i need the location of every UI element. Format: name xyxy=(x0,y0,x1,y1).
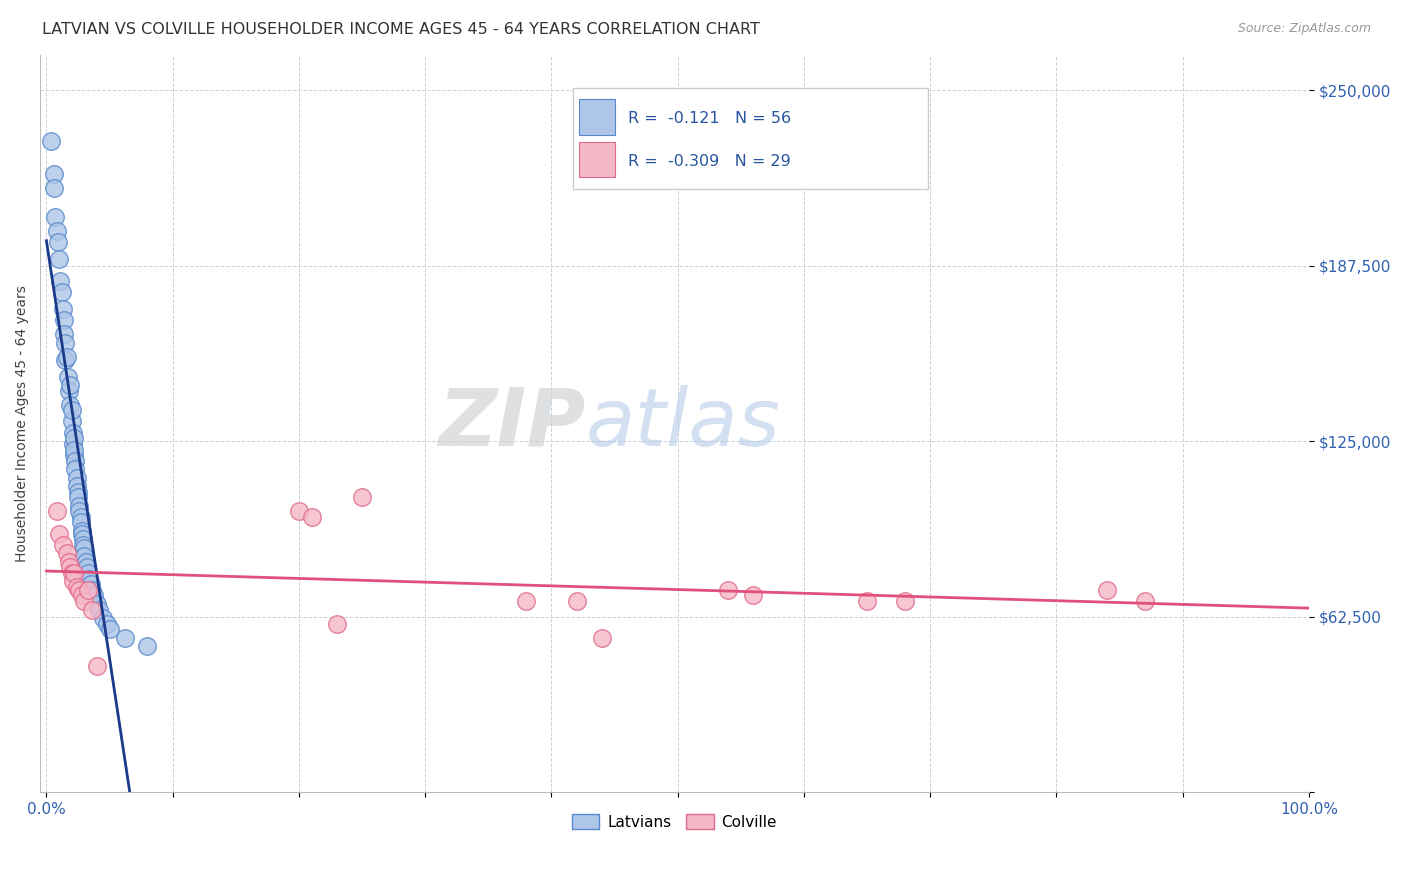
Bar xyxy=(579,99,614,135)
Point xyxy=(75,555,97,569)
Point xyxy=(70,589,93,603)
Point xyxy=(55,350,77,364)
Point xyxy=(114,631,136,645)
Point xyxy=(98,622,121,636)
Point xyxy=(591,631,613,645)
Point xyxy=(62,425,84,440)
Point xyxy=(59,560,82,574)
Point xyxy=(76,560,98,574)
Text: LATVIAN VS COLVILLE HOUSEHOLDER INCOME AGES 45 - 64 YEARS CORRELATION CHART: LATVIAN VS COLVILLE HOUSEHOLDER INCOME A… xyxy=(42,22,761,37)
Point xyxy=(70,524,93,538)
Point xyxy=(79,577,101,591)
Point xyxy=(46,235,69,249)
Point xyxy=(60,414,83,428)
Point xyxy=(41,134,63,148)
Point xyxy=(70,526,93,541)
Point xyxy=(515,594,537,608)
Point xyxy=(66,479,89,493)
Point xyxy=(67,504,90,518)
Point xyxy=(42,181,65,195)
Point xyxy=(52,538,75,552)
Point xyxy=(58,384,80,398)
Point xyxy=(350,490,373,504)
Point xyxy=(51,285,73,300)
Point xyxy=(53,313,76,327)
Point xyxy=(52,302,75,317)
Point xyxy=(67,499,90,513)
Point xyxy=(96,616,118,631)
Bar xyxy=(574,88,928,188)
Point xyxy=(66,580,89,594)
Legend: Latvians, Colville: Latvians, Colville xyxy=(565,807,783,836)
Point xyxy=(326,616,349,631)
Y-axis label: Householder Income Ages 45 - 64 years: Householder Income Ages 45 - 64 years xyxy=(15,285,30,562)
Point xyxy=(63,448,86,462)
Point xyxy=(79,572,101,586)
Point xyxy=(48,526,70,541)
Point xyxy=(60,566,83,580)
Point xyxy=(73,541,96,555)
Point xyxy=(63,566,86,580)
Bar xyxy=(579,142,614,178)
Point xyxy=(86,658,108,673)
Point xyxy=(77,566,100,580)
Point xyxy=(83,589,105,603)
Point xyxy=(1095,582,1118,597)
Point xyxy=(894,594,917,608)
Point xyxy=(80,582,103,597)
Point xyxy=(717,582,740,597)
Text: Source: ZipAtlas.com: Source: ZipAtlas.com xyxy=(1237,22,1371,36)
Point xyxy=(69,509,91,524)
Point xyxy=(45,504,67,518)
Point xyxy=(73,594,96,608)
Point xyxy=(66,484,89,499)
Point xyxy=(58,555,80,569)
Point xyxy=(63,442,86,457)
Point xyxy=(856,594,879,608)
Point xyxy=(67,582,90,597)
Point xyxy=(56,369,79,384)
Point xyxy=(62,574,84,589)
Point xyxy=(53,352,76,367)
Point xyxy=(301,509,323,524)
Point xyxy=(136,639,159,653)
Text: atlas: atlas xyxy=(586,384,780,463)
Point xyxy=(55,546,77,560)
Point xyxy=(53,335,76,350)
Point xyxy=(77,582,100,597)
Point xyxy=(80,602,103,616)
Point xyxy=(73,549,96,564)
Point xyxy=(72,533,94,547)
Point xyxy=(62,437,84,451)
Text: R =  -0.309   N = 29: R = -0.309 N = 29 xyxy=(627,153,790,169)
Point xyxy=(86,597,108,611)
Point xyxy=(66,490,89,504)
Point xyxy=(69,516,91,530)
Text: ZIP: ZIP xyxy=(439,384,586,463)
Point xyxy=(48,252,70,266)
Point xyxy=(65,454,87,468)
Point xyxy=(63,431,86,445)
Point xyxy=(59,378,82,392)
Point xyxy=(49,274,72,288)
Point xyxy=(60,403,83,417)
Point xyxy=(44,210,66,224)
Point xyxy=(1133,594,1156,608)
Point xyxy=(288,504,311,518)
Point xyxy=(91,611,114,625)
Point xyxy=(65,462,87,476)
Point xyxy=(742,589,765,603)
Point xyxy=(72,538,94,552)
Point xyxy=(42,168,65,182)
Point xyxy=(66,470,89,484)
Text: R =  -0.121   N = 56: R = -0.121 N = 56 xyxy=(627,111,790,126)
Point xyxy=(89,602,111,616)
Point xyxy=(565,594,588,608)
Point xyxy=(53,327,76,342)
Point xyxy=(45,223,67,237)
Point xyxy=(59,398,82,412)
